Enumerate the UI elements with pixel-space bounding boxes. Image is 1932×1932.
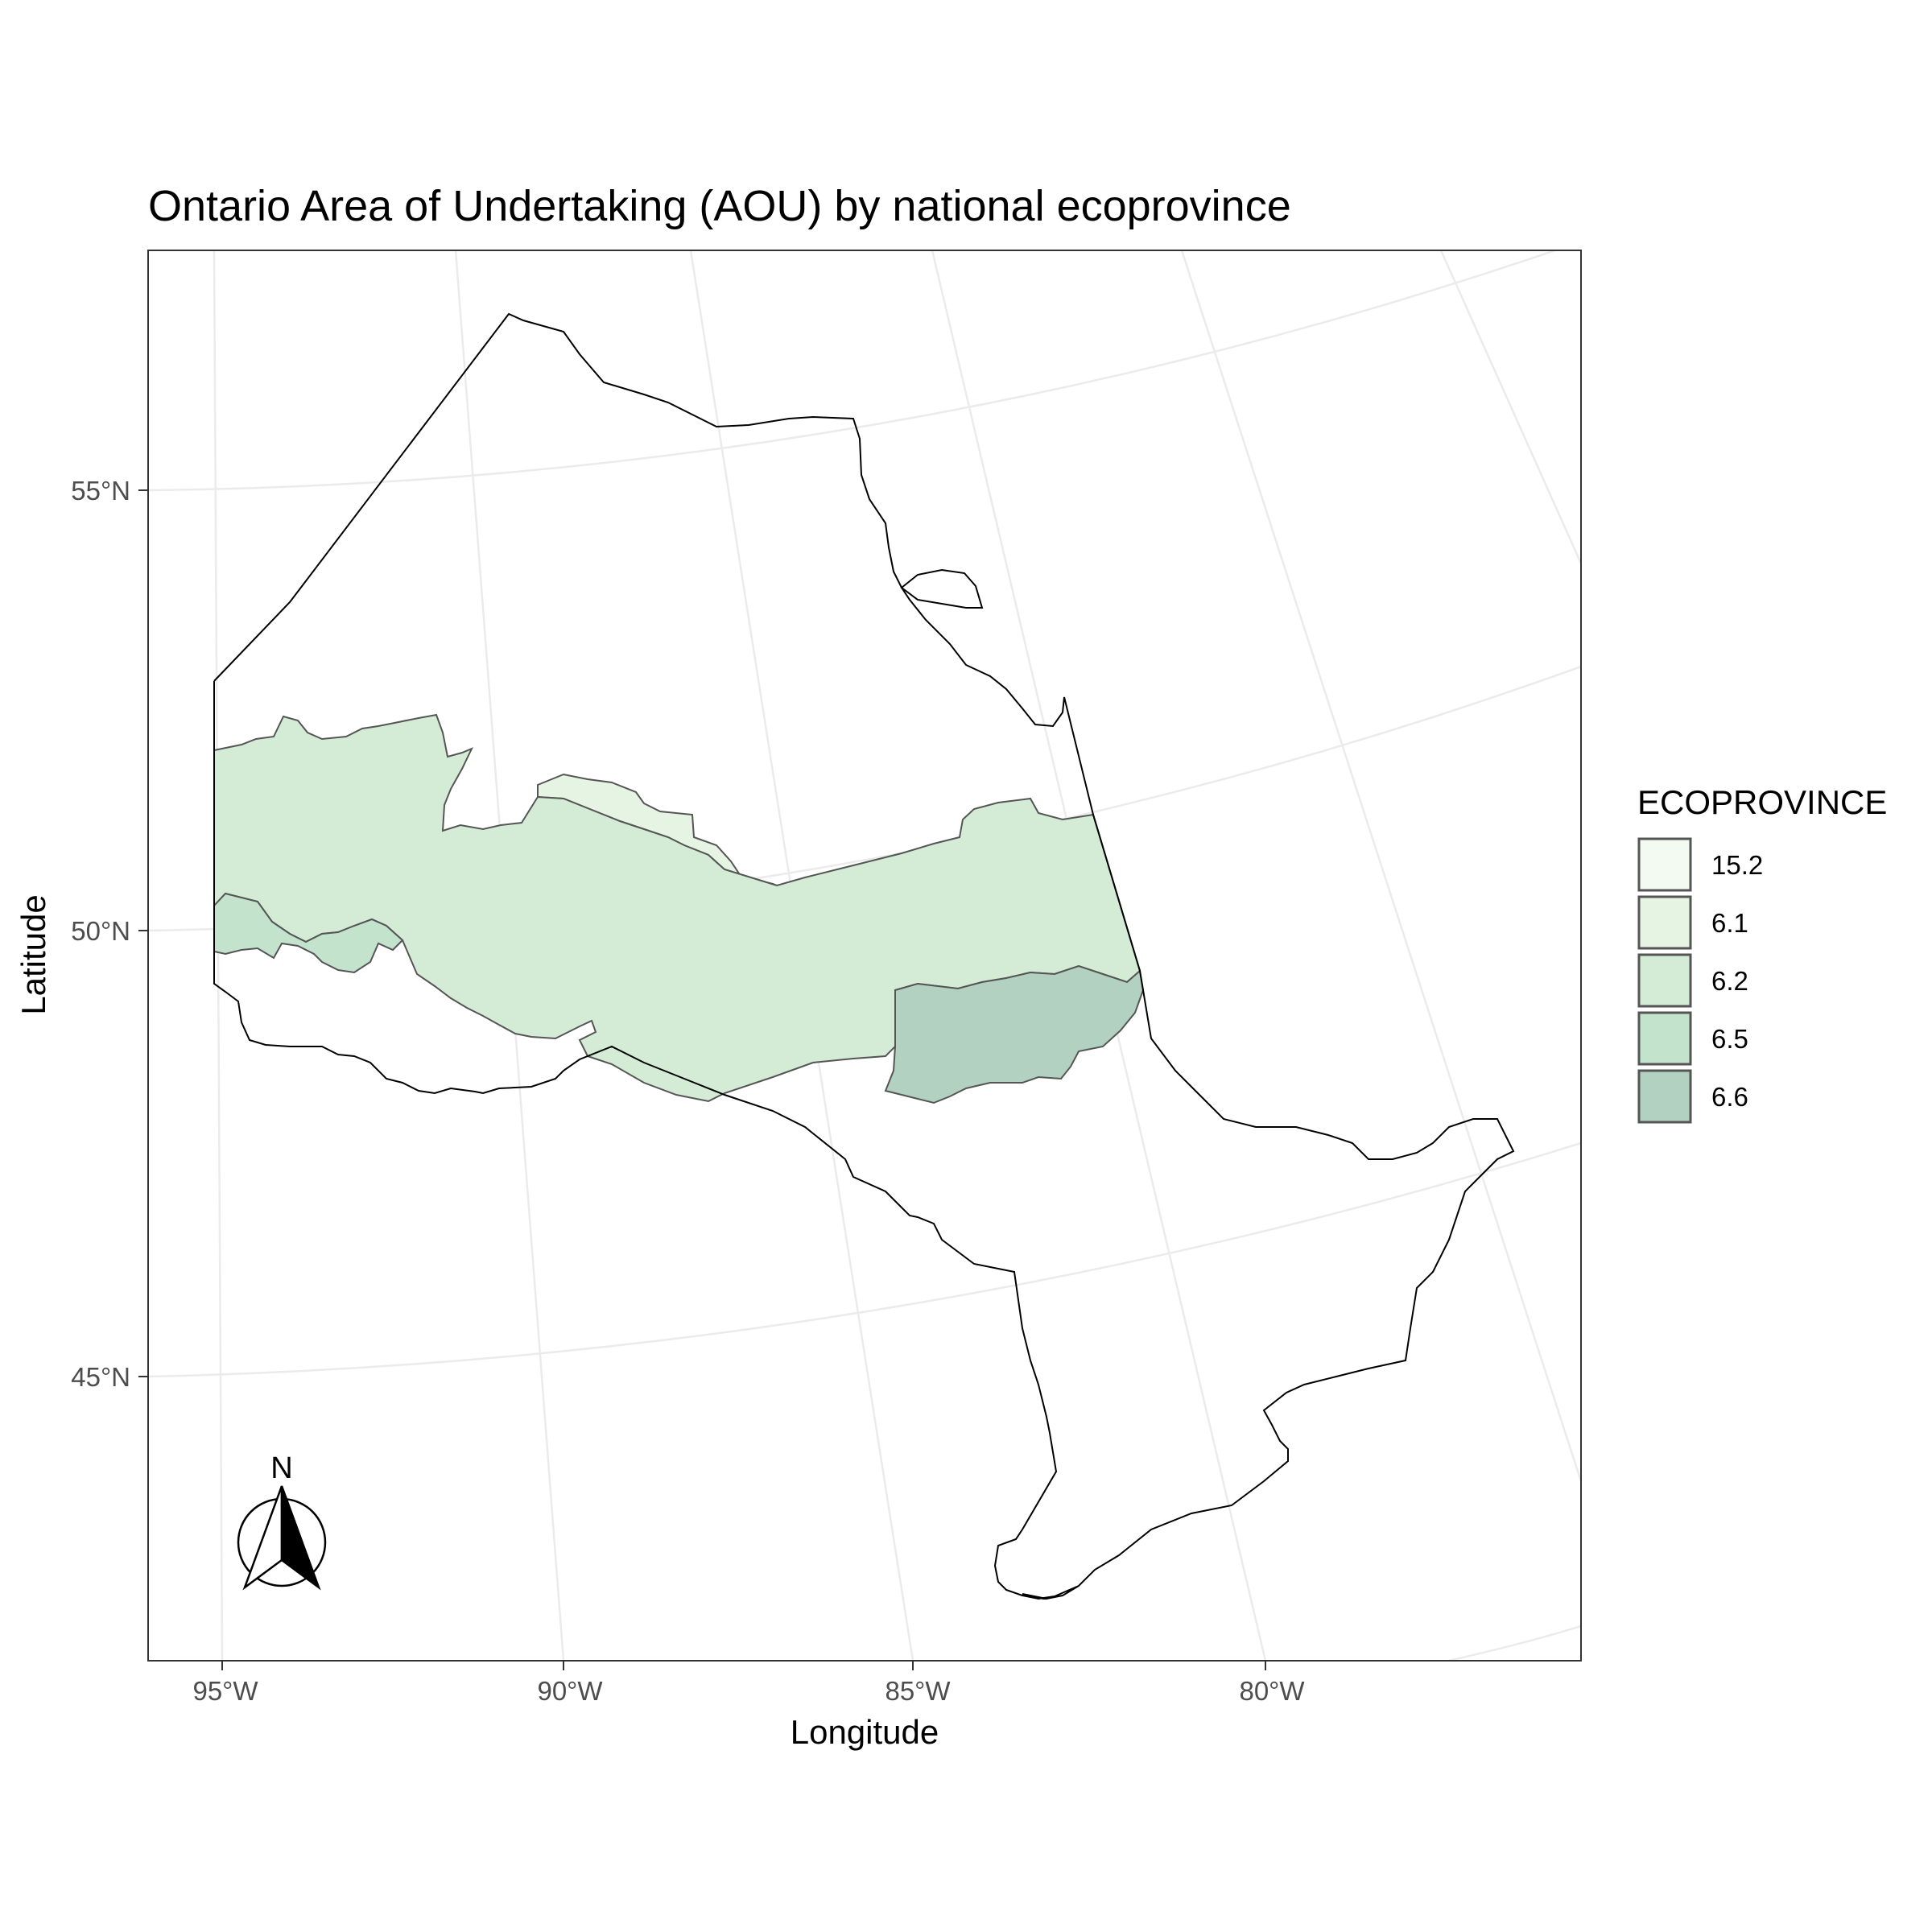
legend: ECOPROVINCE 15.2 6.1 6.2 6.5 6.6 xyxy=(1637,783,1887,1124)
plot-title: Ontario Area of Undertaking (AOU) by nat… xyxy=(148,182,1291,230)
graticule-lat-40 xyxy=(1448,1624,1581,1661)
legend-swatch-6-5 xyxy=(1637,1011,1692,1066)
legend-swatch-15-2 xyxy=(1637,837,1692,892)
island-outline xyxy=(900,568,984,609)
legend-label-6-5: 6.5 xyxy=(1711,1024,1748,1054)
y-tick-label-55: 55°N xyxy=(71,476,130,506)
graticule-lon-95 xyxy=(213,250,224,1661)
x-tick-label-80: 80°W xyxy=(1239,1676,1305,1706)
x-axis-title: Longitude xyxy=(791,1713,939,1751)
x-tick-label-95: 95°W xyxy=(192,1676,258,1706)
north-label: N xyxy=(270,1451,292,1485)
map-panel-border xyxy=(147,250,1582,1662)
ecoprovince-6-6-region xyxy=(884,964,1145,1104)
x-tick-label-85: 85°W xyxy=(885,1676,951,1706)
legend-swatch-6-6 xyxy=(1637,1069,1692,1124)
graticule-lat-55 xyxy=(148,250,1558,492)
graticule-lon-75 xyxy=(1180,250,1581,1482)
x-tick-label-90: 90°W xyxy=(537,1676,603,1706)
ontario-outline xyxy=(213,312,1515,1600)
y-tick-label-50: 50°N xyxy=(71,916,130,946)
legend-label-6-1: 6.1 xyxy=(1711,908,1748,938)
graticule-lat-45 xyxy=(148,1141,1581,1378)
legend-label-15-2: 15.2 xyxy=(1711,850,1763,880)
y-axis: 55°N 50°N 45°N Latitude xyxy=(14,476,148,1392)
legend-swatch-6-2 xyxy=(1637,953,1692,1008)
ecoprovince-6-5-region xyxy=(213,892,404,974)
legend-swatch-6-1 xyxy=(1637,895,1692,950)
legend-title: ECOPROVINCE xyxy=(1637,783,1887,821)
north-arrow-icon: N xyxy=(237,1451,327,1591)
y-tick-label-45: 45°N xyxy=(71,1362,130,1392)
x-axis: 95°W 90°W 85°W 80°W Longitude xyxy=(192,1661,1305,1751)
graticule-lon-70 xyxy=(1439,250,1581,564)
legend-label-6-6: 6.6 xyxy=(1711,1082,1748,1112)
legend-label-6-2: 6.2 xyxy=(1711,966,1748,996)
y-axis-title: Latitude xyxy=(14,894,52,1014)
